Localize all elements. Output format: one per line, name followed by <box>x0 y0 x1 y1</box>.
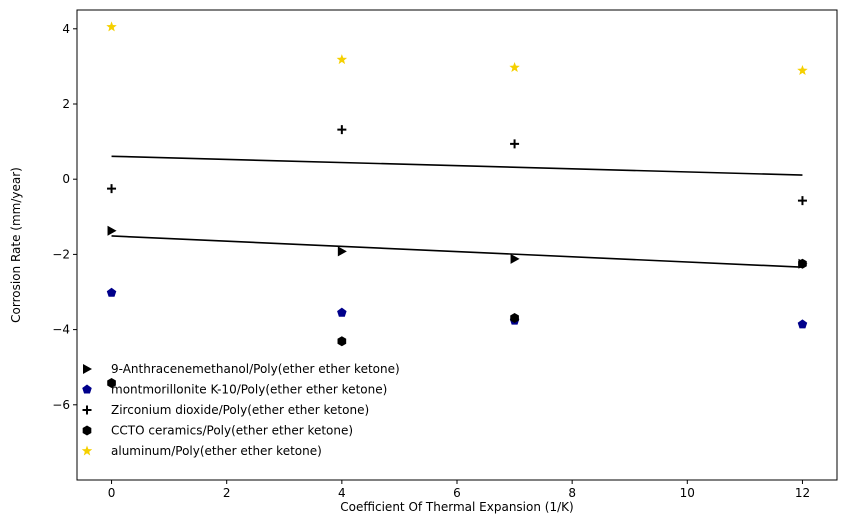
trend-line-1 <box>111 155 803 176</box>
legend-marker-3 <box>82 405 92 415</box>
point-series1-3 <box>510 253 520 264</box>
y-tick-label: 2 <box>62 97 70 111</box>
x-tick-label: 4 <box>338 486 346 500</box>
legend-label-5: aluminum/Poly(ether ether ketone) <box>111 444 322 458</box>
y-tick-label: 4 <box>62 22 70 36</box>
x-axis-ticks: 0 2 4 6 8 10 12 <box>108 480 810 500</box>
point-series4-4 <box>798 258 807 269</box>
y-tick-label: −4 <box>52 323 70 337</box>
y-axis-ticks: −6 −4 −2 0 2 4 <box>52 22 77 412</box>
legend-label-1: 9-Anthracenemethanol/Poly(ether ether ke… <box>111 362 400 376</box>
point-series2-4 <box>797 319 808 329</box>
x-tick-label: 10 <box>680 486 695 500</box>
point-series5-4 <box>797 65 808 75</box>
point-series4-3 <box>510 312 519 323</box>
point-series3-3 <box>510 139 520 149</box>
x-tick-label: 8 <box>568 486 576 500</box>
x-tick-label: 12 <box>795 486 810 500</box>
point-series2-1 <box>106 287 117 297</box>
point-series3-1 <box>107 184 117 194</box>
x-axis-label: Coefficient Of Thermal Expansion (1/K) <box>340 500 573 514</box>
point-series1-1 <box>107 225 117 236</box>
legend-marker-5 <box>81 445 93 456</box>
legend-marker-1 <box>83 364 92 374</box>
legend: 9-Anthracenemethanol/Poly(ether ether ke… <box>81 362 400 458</box>
y-tick-label: −6 <box>52 398 70 412</box>
x-tick-label: 2 <box>223 486 231 500</box>
legend-label-3: Zirconium dioxide/Poly(ether ether keton… <box>111 403 369 417</box>
y-axis-label: Corrosion Rate (mm/year) <box>9 167 23 323</box>
point-series2-2 <box>337 307 347 317</box>
legend-marker-4 <box>82 425 92 436</box>
trend-line-2 <box>111 235 803 268</box>
point-series5-3 <box>509 62 520 72</box>
point-series5-2 <box>336 54 348 65</box>
plot-area <box>77 10 837 480</box>
x-tick-label: 0 <box>108 486 116 500</box>
point-series4-2 <box>337 336 347 347</box>
data-points <box>106 21 808 388</box>
y-tick-label: 0 <box>62 172 70 186</box>
y-tick-label: −2 <box>52 247 70 261</box>
point-series3-4 <box>797 196 807 206</box>
legend-marker-2 <box>82 384 92 394</box>
point-series3-2 <box>337 125 347 135</box>
legend-label-2: montmorillonite K-10/Poly(ether ether ke… <box>111 383 387 397</box>
point-series4-1 <box>107 377 116 388</box>
x-tick-label: 6 <box>453 486 461 500</box>
legend-label-4: CCTO ceramics/Poly(ether ether ketone) <box>111 424 353 438</box>
trend-lines <box>111 155 803 268</box>
point-series5-1 <box>106 21 117 32</box>
point-series1-2 <box>337 246 347 257</box>
